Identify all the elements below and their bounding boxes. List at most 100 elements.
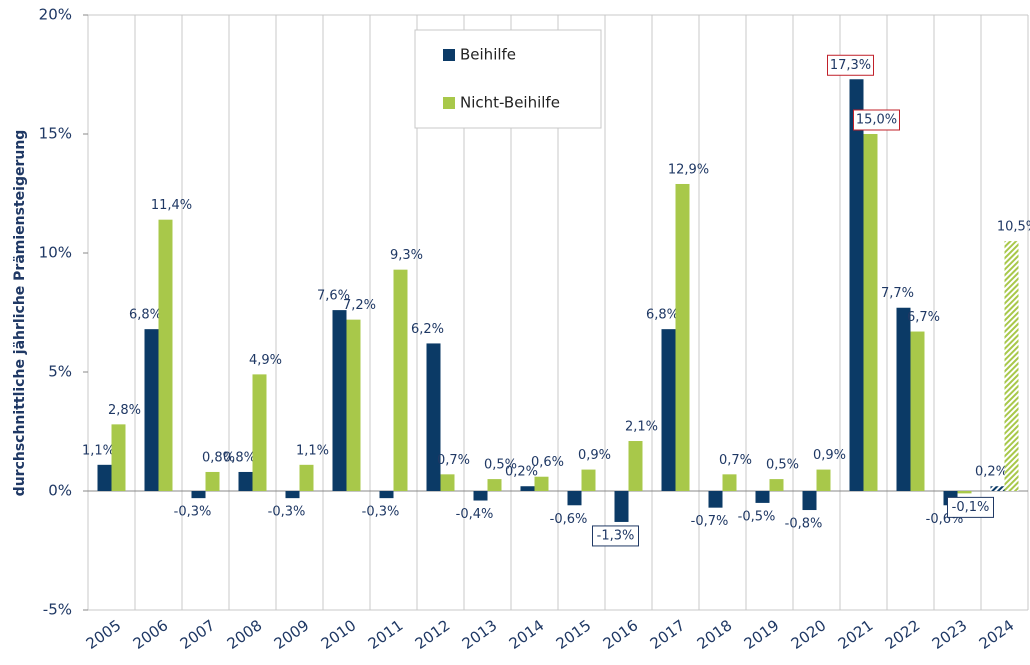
x-tick-label: 2008	[224, 616, 266, 653]
bar	[581, 469, 596, 491]
bar	[722, 474, 737, 491]
x-tick-label: 2016	[600, 616, 642, 653]
bar	[661, 329, 676, 491]
label-box	[592, 525, 639, 547]
bar	[802, 491, 817, 511]
label-box	[947, 496, 994, 518]
value-label: 10,5%	[997, 220, 1030, 235]
y-tick-label: 20%	[39, 6, 72, 24]
value-label: 7,2%	[343, 298, 376, 313]
bar	[849, 79, 864, 491]
y-tick-label: 0%	[48, 482, 72, 500]
bar	[769, 479, 784, 491]
bar	[957, 491, 972, 494]
value-label: -0,5%	[738, 509, 776, 524]
x-tick-label: 2005	[83, 616, 125, 653]
value-label: -1,3%	[597, 528, 635, 543]
legend-label: Beihilfe	[460, 46, 516, 64]
value-label: 6,7%	[907, 310, 940, 325]
value-label: 0,2%	[505, 465, 538, 480]
value-label: -0,1%	[952, 500, 990, 515]
bar	[675, 183, 690, 492]
value-label: 0,8%	[202, 450, 235, 465]
bar	[896, 307, 911, 491]
x-tick-label: 2012	[412, 616, 454, 653]
x-tick-label: 2007	[177, 616, 219, 653]
value-label: -0,4%	[456, 507, 494, 522]
bar	[191, 491, 206, 499]
value-label: 11,4%	[151, 198, 192, 213]
bar	[346, 319, 361, 491]
x-tick-label: 2024	[976, 616, 1018, 653]
value-label: 15,0%	[856, 113, 897, 128]
x-tick-label: 2006	[130, 616, 172, 653]
y-tick-label: -5%	[43, 601, 72, 619]
value-label: 12,9%	[668, 162, 709, 177]
bar	[238, 471, 253, 491]
bar	[990, 486, 1005, 491]
bar	[426, 343, 441, 491]
x-tick-label: 2014	[506, 616, 548, 653]
bar	[299, 464, 314, 491]
x-tick-label: 2022	[882, 616, 924, 653]
bar	[708, 491, 723, 508]
value-label: -0,6%	[550, 512, 588, 527]
legend-swatch	[443, 97, 455, 109]
y-tick-label: 5%	[48, 363, 72, 381]
bar	[534, 476, 549, 491]
label-box	[853, 109, 900, 131]
value-label: -0,8%	[785, 517, 823, 532]
x-tick-label: 2010	[318, 616, 360, 653]
x-tick-label: 2017	[647, 616, 689, 653]
bar	[379, 491, 394, 499]
value-label: 0,9%	[813, 448, 846, 463]
value-label: -0,3%	[362, 505, 400, 520]
x-tick-label: 2015	[553, 616, 595, 653]
bar	[252, 374, 267, 491]
x-tick-label: 2013	[459, 616, 501, 653]
bar	[158, 219, 173, 491]
x-tick-label: 2023	[929, 616, 971, 653]
bar	[567, 491, 582, 506]
value-label: 0,2%	[975, 465, 1008, 480]
value-label: 1,1%	[82, 443, 115, 458]
value-label: 4,9%	[249, 353, 282, 368]
value-label: 2,1%	[625, 420, 658, 435]
bar	[144, 329, 159, 491]
bar	[487, 479, 502, 491]
value-label: 7,6%	[317, 289, 350, 304]
value-label: 0,5%	[484, 458, 517, 473]
value-label: 2,8%	[108, 403, 141, 418]
value-label: -0,3%	[268, 505, 306, 520]
bar	[97, 464, 112, 491]
legend-swatch	[443, 49, 455, 61]
bar	[614, 491, 629, 522]
bar	[332, 310, 347, 491]
bar	[628, 441, 643, 491]
bar	[1004, 241, 1019, 491]
bar	[755, 491, 770, 503]
bar	[520, 486, 535, 491]
value-label: 0,6%	[531, 455, 564, 470]
x-tick-label: 2018	[694, 616, 736, 653]
value-label: 6,8%	[129, 308, 162, 323]
value-label: 1,1%	[296, 443, 329, 458]
value-label: -0,7%	[691, 514, 729, 529]
bar	[440, 474, 455, 491]
bar	[910, 331, 925, 491]
bar	[816, 469, 831, 491]
x-tick-label: 2009	[271, 616, 313, 653]
x-tick-label: 2021	[835, 616, 877, 653]
value-label: 6,2%	[411, 322, 444, 337]
bar	[111, 424, 126, 491]
x-tick-label: 2011	[365, 616, 407, 653]
value-label: 6,8%	[646, 308, 679, 323]
bar	[863, 134, 878, 491]
x-tick-label: 2020	[788, 616, 830, 653]
label-box	[827, 54, 874, 76]
value-label: 0,7%	[719, 453, 752, 468]
value-label: 9,3%	[390, 248, 423, 263]
legend-box	[414, 29, 602, 129]
value-label: 0,9%	[578, 448, 611, 463]
